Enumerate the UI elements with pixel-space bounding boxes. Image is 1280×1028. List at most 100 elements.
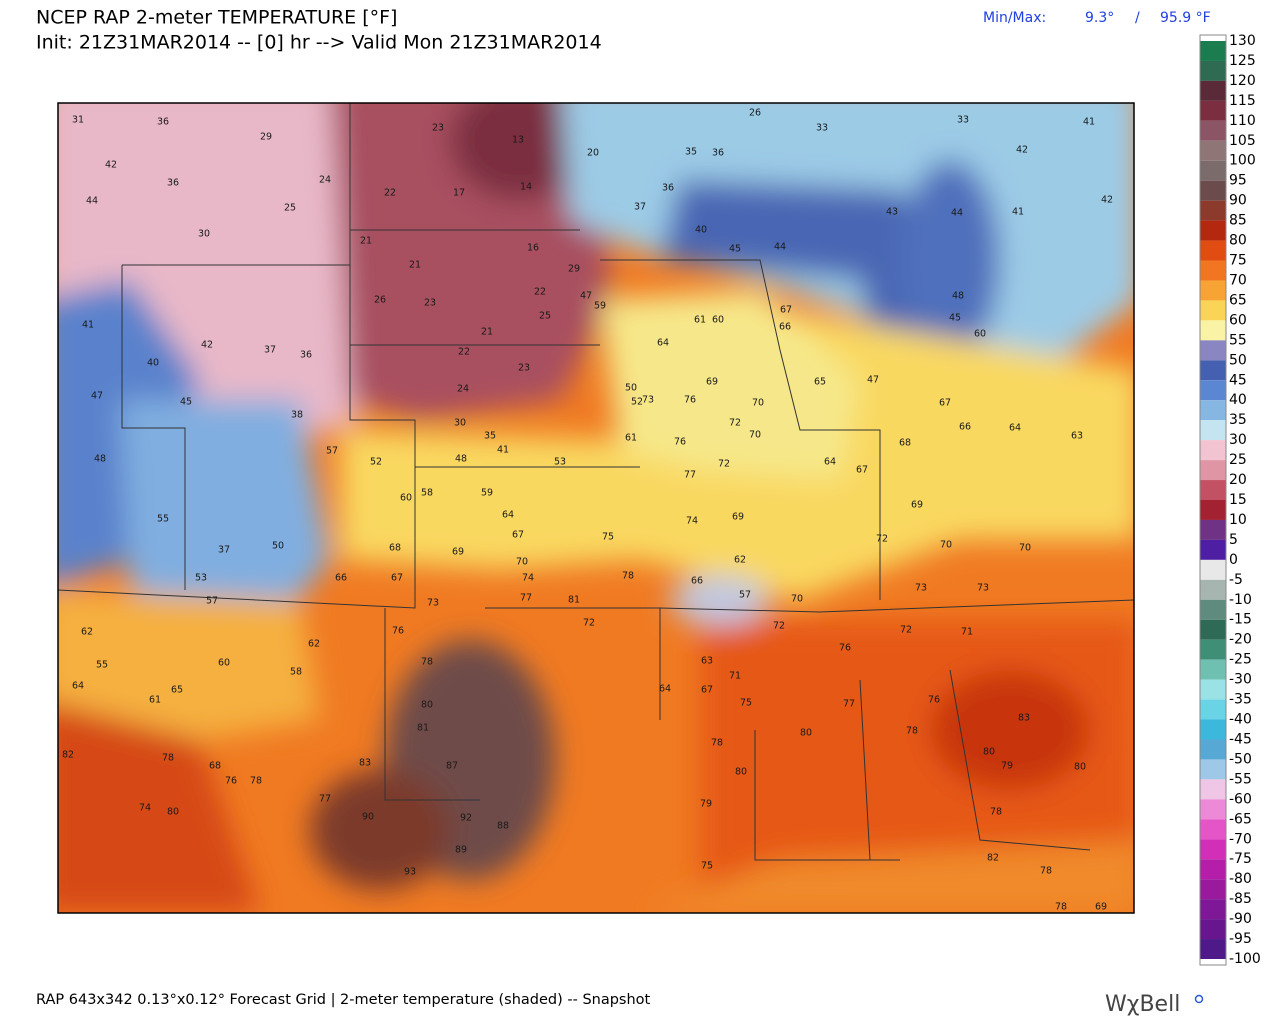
station-temp: 80 xyxy=(983,747,995,758)
station-temp: 33 xyxy=(957,115,969,126)
station-temp: 64 xyxy=(502,510,514,521)
station-temp: 81 xyxy=(568,595,580,606)
station-temp: 40 xyxy=(147,358,159,369)
colorbar-bin xyxy=(1200,559,1226,580)
station-temp: 14 xyxy=(520,182,532,193)
station-temp: 36 xyxy=(157,117,169,128)
station-temp: 60 xyxy=(712,315,724,326)
station-temp: 61 xyxy=(149,695,161,706)
colorbar-label: -70 xyxy=(1229,831,1252,847)
map-frame xyxy=(57,102,1135,914)
station-temp: 83 xyxy=(1018,713,1030,724)
colorbar-bin xyxy=(1200,899,1226,920)
station-temp: 64 xyxy=(824,457,836,468)
colorbar-label: 60 xyxy=(1229,312,1247,328)
colorbar-label: -85 xyxy=(1229,891,1252,907)
station-temp: 42 xyxy=(105,160,117,171)
colorbar-label: -15 xyxy=(1229,612,1252,628)
station-temp: 78 xyxy=(622,571,634,582)
station-temp: 78 xyxy=(1040,866,1052,877)
station-temp: 73 xyxy=(642,395,654,406)
station-temp: 77 xyxy=(684,470,696,481)
station-temp: 37 xyxy=(634,202,646,213)
colorbar-bin xyxy=(1200,400,1226,421)
station-temp: 55 xyxy=(96,660,108,671)
station-temp: 62 xyxy=(734,555,746,566)
colorbar-bin xyxy=(1200,180,1226,201)
station-temp: 80 xyxy=(421,700,433,711)
station-temp: 23 xyxy=(518,363,530,374)
station-temp: 66 xyxy=(335,573,347,584)
colorbar-bin xyxy=(1200,440,1226,461)
station-temp: 33 xyxy=(816,123,828,134)
station-temp: 45 xyxy=(180,397,192,408)
station-temp: 38 xyxy=(291,410,303,421)
colorbar-bin xyxy=(1200,41,1226,61)
station-temp: 69 xyxy=(911,500,923,511)
colorbar-bin xyxy=(1200,539,1226,560)
station-temp: 72 xyxy=(583,618,595,629)
station-temp: 80 xyxy=(1074,762,1086,773)
station-temp: 55 xyxy=(157,514,169,525)
station-temp: 44 xyxy=(774,242,786,253)
station-temp: 60 xyxy=(974,329,986,340)
station-temp: 57 xyxy=(206,596,218,607)
station-temp: 57 xyxy=(739,590,751,601)
station-temp: 53 xyxy=(554,457,566,468)
station-temp: 77 xyxy=(843,699,855,710)
colorbar-bin xyxy=(1200,759,1226,780)
station-temp: 41 xyxy=(82,320,94,331)
colorbar-bin xyxy=(1200,500,1226,520)
colorbar-frame xyxy=(1199,34,1227,966)
station-temp: 29 xyxy=(260,132,272,143)
station-temp: 42 xyxy=(1016,145,1028,156)
colorbar-bin xyxy=(1200,220,1226,241)
colorbar-bin xyxy=(1200,779,1226,800)
station-temp: 78 xyxy=(711,738,723,749)
station-temp: 82 xyxy=(987,853,999,864)
station-temp: 59 xyxy=(481,488,493,499)
station-temp: 65 xyxy=(814,377,826,388)
station-temp: 35 xyxy=(685,147,697,158)
station-temp: 80 xyxy=(167,807,179,818)
station-temp: 72 xyxy=(773,621,785,632)
colorbar-bin xyxy=(1200,280,1226,301)
colorbar-label: -75 xyxy=(1229,851,1252,867)
station-temp: 22 xyxy=(458,347,470,358)
station-temp: 52 xyxy=(631,397,643,408)
station-temp: 45 xyxy=(729,244,741,255)
station-temp: 36 xyxy=(712,148,724,159)
station-temp: 23 xyxy=(432,123,444,134)
station-temp: 68 xyxy=(389,543,401,554)
station-temp: 64 xyxy=(72,681,84,692)
station-temp: 17 xyxy=(453,188,465,199)
colorbar-bin xyxy=(1200,420,1226,441)
station-temp: 23 xyxy=(424,298,436,309)
station-temp: 68 xyxy=(899,438,911,449)
station-temp: 50 xyxy=(625,383,637,394)
station-temp: 48 xyxy=(952,291,964,302)
station-temp: 47 xyxy=(91,391,103,402)
logo: WχBell xyxy=(1105,992,1180,1017)
colorbar-label: -25 xyxy=(1229,652,1252,668)
station-temp: 37 xyxy=(264,345,276,356)
colorbar-bin xyxy=(1200,80,1226,101)
station-temp: 35 xyxy=(484,431,496,442)
colorbar-bin xyxy=(1200,380,1226,401)
colorbar-label: -65 xyxy=(1229,811,1252,827)
colorbar-label: 40 xyxy=(1229,392,1247,408)
station-temp: 69 xyxy=(706,377,718,388)
station-temp: 74 xyxy=(686,516,698,527)
colorbar-label: 5 xyxy=(1229,532,1238,548)
colorbar-bin xyxy=(1200,300,1226,321)
station-temp: 72 xyxy=(729,418,741,429)
station-temp: 89 xyxy=(455,845,467,856)
colorbar-label: 10 xyxy=(1229,512,1247,528)
min-value: 9.3° xyxy=(1085,10,1114,26)
station-temp: 73 xyxy=(915,583,927,594)
station-temp: 66 xyxy=(779,322,791,333)
station-temp: 78 xyxy=(1055,902,1067,913)
station-temp: 24 xyxy=(319,175,331,186)
colorbar-bin xyxy=(1200,819,1226,840)
colorbar-label: 95 xyxy=(1229,173,1247,189)
